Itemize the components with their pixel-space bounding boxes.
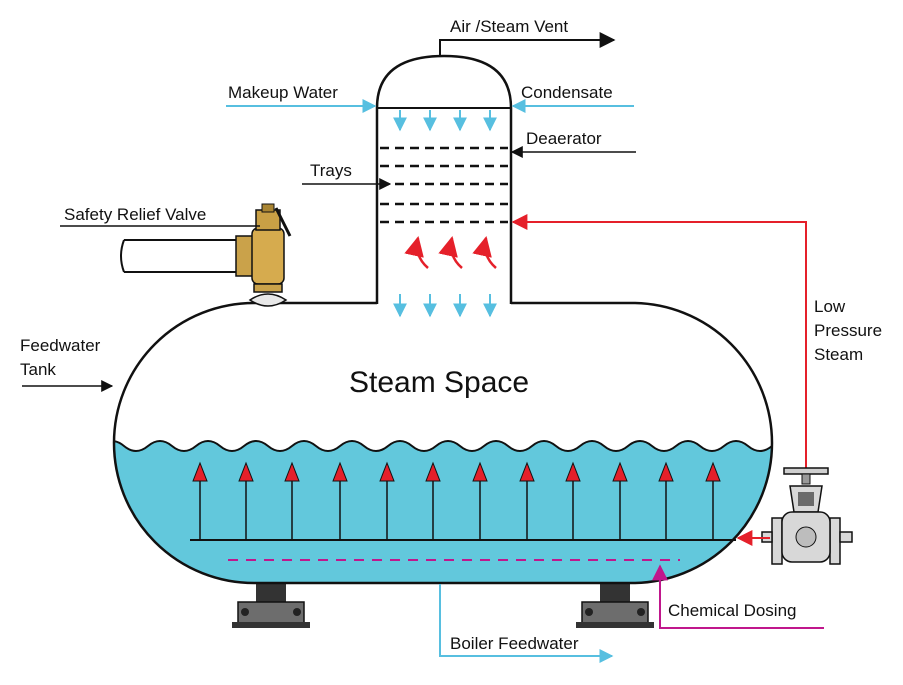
steam-arrowhead bbox=[425, 461, 441, 482]
sparger-arrows bbox=[192, 461, 721, 540]
chemical-dosing-label: Chemical Dosing bbox=[668, 601, 797, 620]
deaerator-label: Deaerator bbox=[526, 129, 602, 148]
tank-support-right bbox=[576, 582, 654, 628]
steam-arrowhead bbox=[472, 461, 488, 482]
makeup-water-label: Makeup Water bbox=[228, 83, 338, 102]
boiler-feedwater-label: Boiler Feedwater bbox=[450, 634, 579, 653]
safety-valve-label: Safety Relief Valve bbox=[64, 205, 206, 224]
steam-arrowhead bbox=[705, 461, 721, 482]
low-pressure-label-line3: Steam bbox=[814, 345, 863, 364]
condensate-label: Condensate bbox=[521, 83, 613, 102]
feedwater-tank bbox=[112, 301, 774, 585]
steam-space-label: Steam Space bbox=[349, 366, 529, 399]
chemical-dosing-line bbox=[652, 564, 824, 629]
air-steam-vent-pipe bbox=[439, 32, 616, 56]
steam-arrowhead bbox=[565, 461, 581, 482]
steam-rising-arrows bbox=[404, 236, 497, 269]
low-pressure-steam-line bbox=[511, 214, 807, 470]
globe-valve-icon bbox=[761, 467, 853, 565]
steam-arrowhead bbox=[192, 461, 208, 482]
water-down-arrows-top bbox=[393, 110, 497, 132]
steam-arrowhead bbox=[519, 461, 535, 482]
steam-arrowhead bbox=[238, 461, 254, 482]
steam-arrowhead bbox=[658, 461, 674, 482]
feedwater-tank-label-line1: Feedwater bbox=[20, 336, 101, 355]
low-pressure-label-line2: Pressure bbox=[814, 321, 882, 340]
steam-arrowhead bbox=[379, 461, 395, 482]
feedwater-tank-label-line2: Tank bbox=[20, 360, 56, 379]
deaerator-column bbox=[375, 54, 513, 304]
water-down-arrows-bottom bbox=[393, 294, 497, 318]
trays-label: Trays bbox=[310, 161, 352, 180]
steam-arrowhead bbox=[332, 461, 348, 482]
boiler-feedwater-line bbox=[439, 584, 614, 663]
air-steam-vent-label: Air /Steam Vent bbox=[450, 17, 568, 36]
low-pressure-label-line1: Low bbox=[814, 297, 846, 316]
steam-arrowhead bbox=[284, 461, 300, 482]
trays bbox=[380, 146, 508, 224]
tank-support-left bbox=[232, 582, 310, 628]
water-body bbox=[114, 440, 772, 583]
steam-arrowhead bbox=[612, 461, 628, 482]
safety-relief-valve bbox=[120, 203, 292, 307]
